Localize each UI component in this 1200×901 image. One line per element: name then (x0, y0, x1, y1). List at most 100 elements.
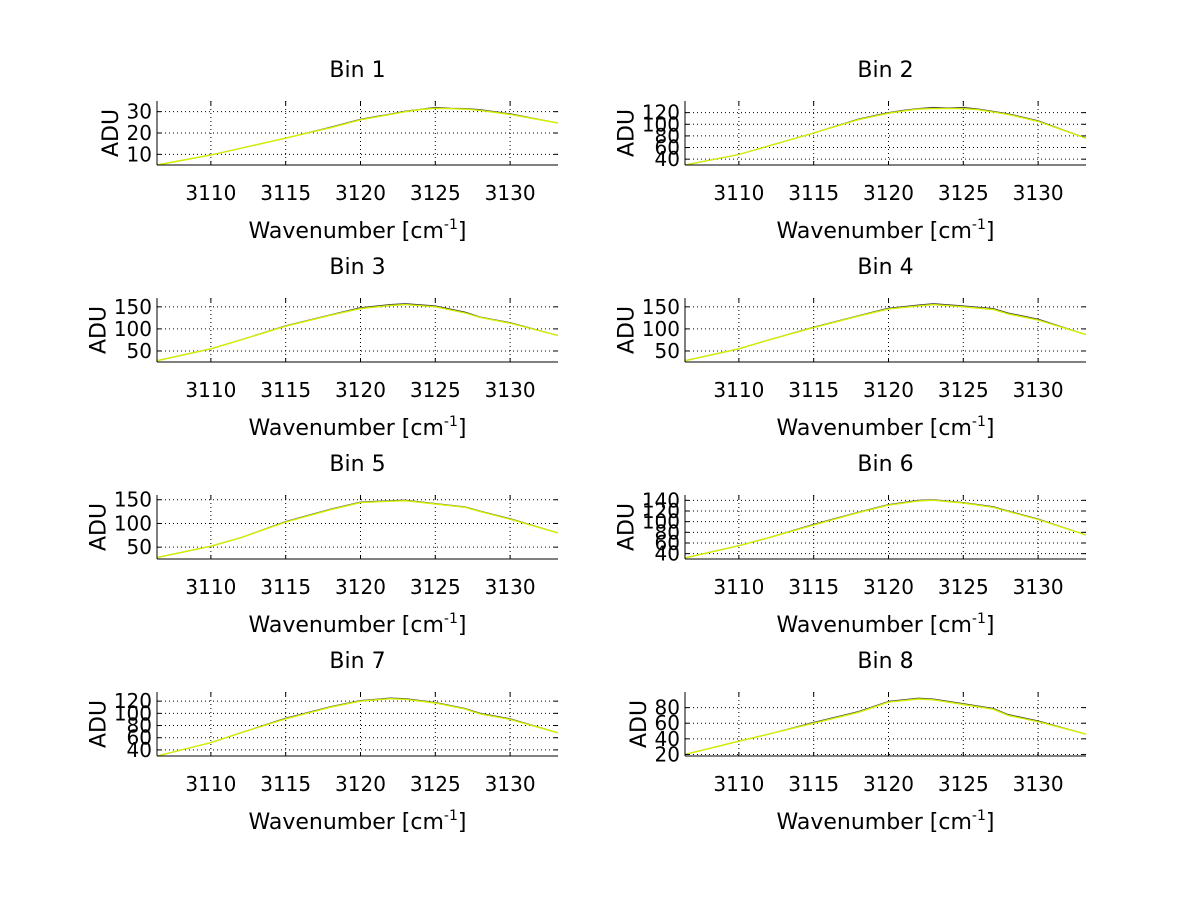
x-axis-label: Wavenumber [cm-1] (777, 611, 995, 638)
series-line-measured (156, 697, 559, 757)
series-line-model (684, 698, 1087, 756)
x-tick-label: 3130 (485, 772, 536, 796)
series-line-model (684, 499, 1087, 559)
y-tick-label: 50 (127, 535, 152, 559)
x-tick-label: 3115 (788, 181, 839, 205)
y-axis-label: ADU (87, 700, 112, 748)
subplot-title: Bin 7 (329, 649, 385, 674)
x-tick-label: 3110 (713, 181, 764, 205)
series-line-model (156, 107, 559, 166)
x-axis-label-close: ] (458, 613, 467, 638)
x-tick-label: 3125 (410, 378, 461, 402)
subplot-title: Bin 2 (857, 58, 913, 83)
y-tick-label: 100 (642, 112, 680, 136)
y-axis-label: ADU (87, 306, 112, 354)
x-axis-label-close: ] (986, 613, 995, 638)
x-axis-label-main: Wavenumber [cm (249, 416, 444, 441)
x-axis-label-main: Wavenumber [cm (777, 219, 972, 244)
x-tick-label: 3110 (713, 378, 764, 402)
x-tick-label: 3130 (485, 575, 536, 599)
x-axis-label-superscript: -1 (972, 414, 986, 430)
subplot-title: Bin 1 (329, 58, 385, 83)
y-tick-label: 20 (127, 121, 152, 145)
y-axis-label: ADU (615, 109, 640, 157)
y-tick-label: 100 (114, 317, 152, 341)
x-tick-label: 3110 (185, 181, 236, 205)
x-tick-label: 3115 (260, 181, 311, 205)
y-tick-label: 50 (127, 339, 152, 363)
x-axis-label: Wavenumber [cm-1] (777, 414, 995, 441)
x-tick-label: 3125 (938, 378, 989, 402)
subplot-title: Bin 4 (857, 255, 913, 280)
series-line-model (684, 107, 1087, 166)
x-tick-label: 3125 (938, 181, 989, 205)
x-axis-label-close: ] (458, 219, 467, 244)
x-axis-label: Wavenumber [cm-1] (777, 808, 995, 835)
x-tick-label: 3120 (863, 378, 914, 402)
y-tick-label: 40 (655, 147, 680, 171)
x-axis-label-superscript: -1 (444, 611, 458, 627)
x-tick-label: 3125 (410, 181, 461, 205)
x-tick-label: 3130 (1013, 575, 1064, 599)
y-tick-label: 60 (655, 711, 680, 735)
x-tick-label: 3130 (1013, 378, 1064, 402)
y-tick-label: 20 (655, 742, 680, 766)
x-axis-label-main: Wavenumber [cm (777, 613, 972, 638)
y-tick-label: 40 (127, 738, 152, 762)
series-line-measured (156, 106, 559, 166)
x-axis-label-close: ] (986, 219, 995, 244)
y-tick-label: 40 (655, 542, 680, 566)
x-tick-label: 3125 (938, 772, 989, 796)
x-axis-label: Wavenumber [cm-1] (249, 414, 467, 441)
x-tick-label: 3115 (260, 772, 311, 796)
series-line-measured (684, 697, 1087, 755)
x-tick-label: 3115 (788, 772, 839, 796)
x-tick-label: 3130 (485, 181, 536, 205)
x-axis-label-main: Wavenumber [cm (249, 613, 444, 638)
series-line-model (684, 303, 1087, 362)
x-tick-label: 3125 (938, 575, 989, 599)
x-axis-label-superscript: -1 (972, 217, 986, 233)
x-axis-label-main: Wavenumber [cm (249, 810, 444, 835)
x-axis-label-superscript: -1 (444, 217, 458, 233)
x-axis-label-superscript: -1 (972, 611, 986, 627)
x-axis-label-main: Wavenumber [cm (249, 219, 444, 244)
y-tick-label: 30 (127, 100, 152, 124)
x-axis-label-close: ] (986, 810, 995, 835)
y-tick-label: 100 (114, 511, 152, 535)
x-tick-label: 3120 (863, 575, 914, 599)
x-tick-label: 3110 (185, 575, 236, 599)
x-tick-label: 3115 (260, 378, 311, 402)
y-tick-label: 100 (642, 510, 680, 534)
subplot-title: Bin 3 (329, 255, 385, 280)
x-tick-label: 3130 (1013, 181, 1064, 205)
x-tick-label: 3110 (713, 772, 764, 796)
x-axis-label-main: Wavenumber [cm (777, 810, 972, 835)
series-line-measured (684, 303, 1087, 362)
y-tick-label: 60 (655, 136, 680, 160)
x-tick-label: 3120 (863, 181, 914, 205)
y-axis-label: ADU (615, 503, 640, 551)
y-axis-label: ADU (627, 700, 652, 748)
y-tick-label: 150 (114, 488, 152, 512)
subplot-bin-6: Bin 6 3110 3115 3120 3125 3130 406080100120140… (615, 452, 1087, 638)
x-axis-label-close: ] (986, 416, 995, 441)
y-tick-label: 140 (642, 488, 680, 512)
y-tick-label: 120 (642, 499, 680, 523)
x-axis-label-superscript: -1 (972, 808, 986, 824)
y-tick-label: 80 (655, 520, 680, 544)
x-axis-label-close: ] (458, 810, 467, 835)
subplot-title: Bin 5 (329, 452, 385, 477)
x-tick-label: 3130 (1013, 772, 1064, 796)
y-tick-label: 80 (655, 696, 680, 720)
x-tick-label: 3115 (788, 575, 839, 599)
series-line-model (156, 499, 559, 559)
x-tick-label: 3130 (485, 378, 536, 402)
y-tick-label: 100 (642, 317, 680, 341)
y-axis-label: ADU (615, 306, 640, 354)
